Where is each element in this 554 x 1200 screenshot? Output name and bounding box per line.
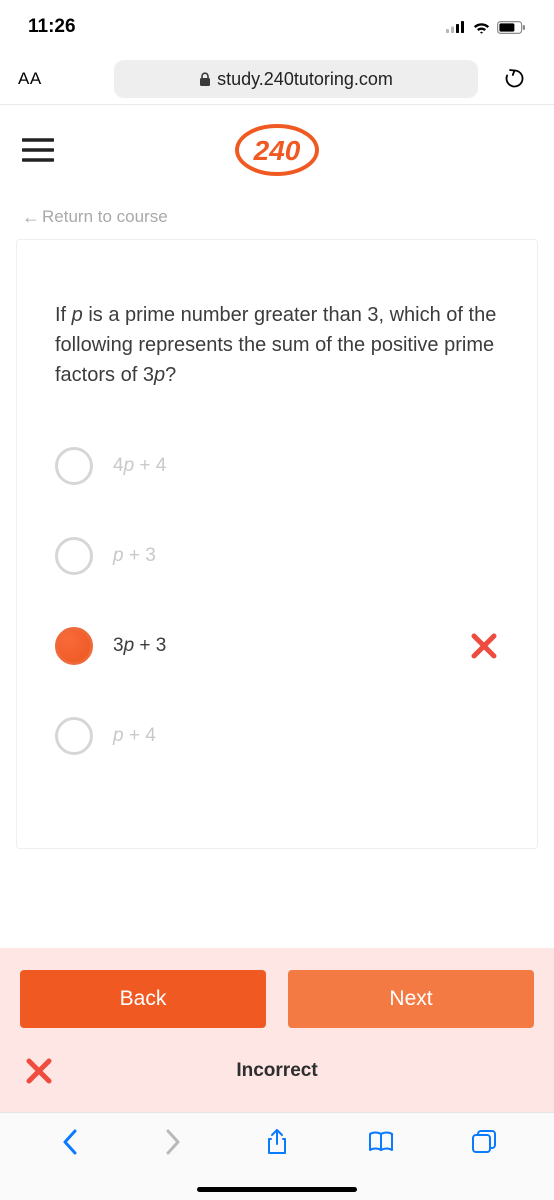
- battery-icon: [497, 21, 526, 34]
- book-icon: [367, 1130, 395, 1154]
- ios-status-bar: 11:26: [0, 0, 554, 54]
- chevron-right-icon: [165, 1128, 181, 1156]
- nav-forward-button[interactable]: [157, 1128, 189, 1156]
- nav-back-button[interactable]: [54, 1128, 86, 1156]
- option-label: p + 4: [113, 725, 156, 747]
- bookmarks-button[interactable]: [365, 1130, 397, 1154]
- question-card: If p is a prime number greater than 3, w…: [16, 239, 538, 849]
- share-icon: [266, 1128, 288, 1156]
- option-radio[interactable]: [55, 717, 93, 755]
- option-radio[interactable]: [55, 447, 93, 485]
- status-time: 11:26: [28, 16, 76, 38]
- safari-bottom-bar: [0, 1112, 554, 1200]
- menu-button[interactable]: [22, 138, 54, 162]
- wrong-mark-icon: [469, 631, 499, 661]
- address-url: study.240tutoring.com: [217, 69, 393, 90]
- svg-text:240: 240: [253, 135, 301, 166]
- text-size-button[interactable]: AA: [14, 69, 104, 89]
- share-button[interactable]: [261, 1128, 293, 1156]
- lock-icon: [199, 72, 211, 87]
- app-header: 240: [0, 105, 554, 195]
- return-link[interactable]: ← Return to course: [0, 195, 554, 239]
- chevron-left-icon: [62, 1128, 78, 1156]
- reload-icon[interactable]: [503, 67, 526, 91]
- option-label: p + 3: [113, 545, 156, 567]
- feedback-status: Incorrect: [80, 1060, 534, 1082]
- option-3[interactable]: p + 4: [55, 716, 499, 756]
- address-bar[interactable]: study.240tutoring.com: [114, 60, 478, 98]
- status-indicators: [446, 21, 526, 34]
- logo-icon: 240: [233, 122, 321, 178]
- option-label: 4p + 4: [113, 455, 166, 477]
- incorrect-icon: [20, 1056, 80, 1086]
- home-indicator[interactable]: [197, 1187, 357, 1192]
- option-radio[interactable]: [55, 537, 93, 575]
- hamburger-icon: [22, 138, 54, 162]
- question-prompt: If p is a prime number greater than 3, w…: [55, 300, 499, 390]
- next-button[interactable]: Next: [288, 970, 534, 1028]
- cellular-icon: [446, 21, 466, 33]
- safari-address-row: AA study.240tutoring.com: [0, 54, 554, 104]
- tabs-button[interactable]: [468, 1129, 500, 1155]
- back-button[interactable]: Back: [20, 970, 266, 1028]
- feedback-bar: Back Next Incorrect: [0, 948, 554, 1112]
- back-arrow-icon: ←: [22, 207, 40, 228]
- option-2[interactable]: 3p + 3: [55, 626, 499, 666]
- option-1[interactable]: p + 3: [55, 536, 499, 576]
- return-label: Return to course: [42, 207, 168, 227]
- wifi-icon: [472, 21, 491, 34]
- tabs-icon: [471, 1129, 497, 1155]
- option-label: 3p + 3: [113, 635, 166, 657]
- logo[interactable]: 240: [233, 122, 321, 178]
- option-radio[interactable]: [55, 627, 93, 665]
- option-0[interactable]: 4p + 4: [55, 446, 499, 486]
